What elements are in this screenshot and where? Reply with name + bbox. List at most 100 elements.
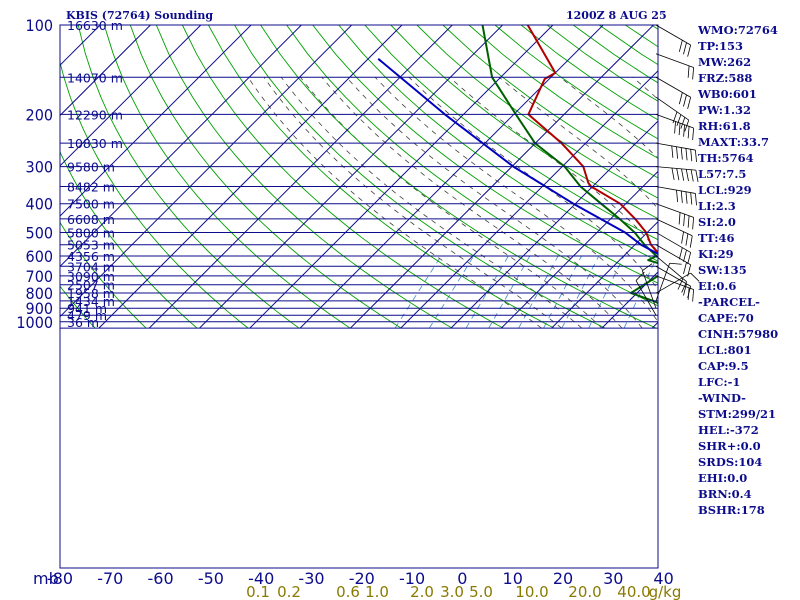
isotherm: [199, 25, 503, 329]
dry-adiabat: [364, 25, 658, 241]
index-item: MAXT:33.7: [698, 135, 769, 149]
index-item: L57:7.5: [698, 167, 747, 181]
dry-adiabat: [286, 25, 658, 307]
isotherm: [60, 25, 302, 268]
wind-barb: [655, 275, 694, 302]
temperature-tick-label: 0: [457, 569, 467, 588]
height-label: 3704 m: [67, 259, 115, 274]
dry-adiabat: [155, 25, 453, 329]
temperature-tick-label: -20: [349, 569, 375, 588]
dry-adiabat: [60, 60, 249, 329]
wind-barb: [655, 76, 692, 109]
index-item: CINH:57980: [698, 327, 779, 341]
index-item: LI:2.3: [698, 199, 736, 213]
mixing-ratio-line: [394, 255, 442, 329]
wind-barb: [635, 271, 657, 316]
height-label: 36 m: [67, 315, 99, 330]
pressure-tick-label: 700: [26, 267, 53, 286]
chart-grid: [60, 25, 800, 329]
dry-adiabat: [468, 25, 658, 159]
dry-adiabat: [442, 25, 658, 179]
index-item: HEL:-372: [698, 423, 759, 437]
height-label: 5800 m: [67, 225, 115, 240]
pressure-tick-label: 600: [26, 247, 53, 266]
dry-adiabat: [390, 25, 658, 220]
temperature-tick-label: -30: [298, 569, 324, 588]
temperature-tick-label: -40: [248, 569, 274, 588]
temperature-tick-label: -50: [198, 569, 224, 588]
pressure-unit-label: mb: [33, 569, 59, 588]
index-item: BSHR:178: [698, 503, 765, 517]
wind-barb: [655, 166, 699, 182]
dry-adiabat: [782, 25, 800, 328]
height-label: 1958 m: [67, 286, 115, 301]
height-label: 9580 m: [67, 160, 115, 175]
dewpoint-profile: [481, 25, 658, 305]
pressure-tick-label: 100: [26, 16, 53, 35]
wind-barb: [655, 142, 697, 163]
mixing-ratio-label: 10.0: [515, 583, 548, 600]
index-item: STM:299/21: [698, 407, 777, 421]
wind-barb: [655, 272, 700, 294]
index-item: WMO:72764: [698, 23, 778, 37]
wind-barb: [655, 53, 694, 80]
isotherm: [299, 25, 604, 329]
index-item: LCL:801: [698, 343, 752, 357]
pressure-tick-label: 900: [26, 299, 53, 318]
mixing-ratio-line: [789, 256, 800, 328]
temperature-tick-label: -70: [97, 569, 123, 588]
mixing-ratio-line: [488, 255, 531, 329]
index-item: SRDS:104: [698, 455, 763, 469]
temperature-tick-label: 30: [603, 569, 623, 588]
index-item: EHI:0.0: [698, 471, 748, 485]
isotherm: [601, 271, 658, 329]
index-item: EI:0.6: [698, 279, 737, 293]
wind-barb: [655, 232, 692, 265]
mixing-ratio-label: 3.0: [440, 583, 464, 600]
index-item: CAPE:70: [698, 311, 754, 325]
isotherm: [60, 25, 252, 217]
isotherm: [350, 25, 654, 329]
mixing-ratio-line: [429, 255, 475, 329]
dry-adiabat: [234, 25, 606, 329]
mixing-ratio-line: [561, 255, 600, 329]
pressure-tick-label: 200: [26, 105, 53, 124]
index-item: KI:29: [698, 247, 734, 261]
dry-adiabat: [208, 25, 555, 329]
height-label: 12290 m: [67, 107, 123, 122]
height-label: 3090 m: [67, 269, 115, 284]
height-label: 941 m: [67, 301, 107, 316]
height-label: 1434 m: [67, 294, 115, 309]
isotherm: [249, 25, 554, 329]
mixing-ratio-line: [543, 255, 582, 329]
moist-adiabat: [280, 77, 583, 329]
index-item: LCL:929: [698, 183, 752, 197]
wind-barb: [655, 203, 694, 230]
wind-barb: [655, 113, 694, 141]
temperature-tick-label: 20: [553, 569, 573, 588]
mixing-ratio-label: 0.2: [277, 583, 301, 600]
station-title: KBIS (72764) Sounding: [66, 9, 214, 22]
wind-barb: [655, 96, 690, 132]
dry-adiabat: [312, 25, 658, 284]
height-label: 5053 m: [67, 238, 115, 253]
observation-time: 1200Z 8 AUG 25: [566, 9, 667, 22]
index-item: CAP:9.5: [698, 359, 749, 373]
temperature-tick-label: 40: [653, 569, 673, 588]
dry-adiabat: [60, 285, 96, 329]
dry-adiabat: [260, 25, 657, 329]
index-item: MW:262: [698, 55, 752, 69]
height-label: 2507 m: [67, 278, 115, 293]
index-item: FRZ:588: [698, 71, 753, 85]
pressure-tick-label: 400: [26, 195, 53, 214]
isotherm: [98, 25, 403, 329]
temperature-tick-label: -80: [47, 569, 73, 588]
temperature-tick-label: -60: [148, 569, 174, 588]
dry-adiabat: [60, 221, 147, 329]
mixing-unit-label: g/kg: [649, 583, 682, 600]
mixing-ratio-line: [588, 255, 625, 329]
height-label: 14070 m: [67, 70, 123, 85]
wind-barb: [641, 263, 657, 309]
height-label: 4356 m: [67, 249, 115, 264]
temperature-tick-label: -10: [399, 569, 425, 588]
